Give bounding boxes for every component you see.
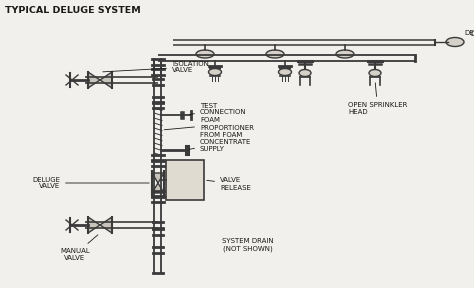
Text: ISOLATION
VALVE: ISOLATION VALVE	[103, 60, 209, 73]
Ellipse shape	[446, 37, 464, 46]
Ellipse shape	[279, 69, 292, 75]
Polygon shape	[152, 173, 164, 183]
Text: OPEN SPRINKLER
HEAD: OPEN SPRINKLER HEAD	[348, 83, 407, 115]
Text: FOAM
PROPORTIONER: FOAM PROPORTIONER	[164, 118, 254, 130]
Text: VALVE
RELEASE: VALVE RELEASE	[207, 177, 251, 190]
Polygon shape	[100, 72, 112, 88]
Polygon shape	[100, 217, 112, 233]
Ellipse shape	[266, 50, 284, 58]
Text: FROM FOAM
CONCENTRATE
SUPPLY: FROM FOAM CONCENTRATE SUPPLY	[189, 132, 251, 152]
Text: SYSTEM DRAIN
(NOT SHOWN): SYSTEM DRAIN (NOT SHOWN)	[222, 238, 274, 251]
Text: TEST
CONNECTION: TEST CONNECTION	[189, 103, 246, 115]
Ellipse shape	[196, 50, 214, 58]
Ellipse shape	[336, 50, 354, 58]
Bar	[166, 160, 204, 200]
Ellipse shape	[369, 69, 381, 77]
Text: MANUAL
VALVE: MANUAL VALVE	[60, 235, 98, 261]
Polygon shape	[88, 217, 100, 233]
Text: DETECTOR: DETECTOR	[464, 30, 474, 36]
Text: DETECTOR: DETECTOR	[466, 31, 474, 41]
Polygon shape	[88, 72, 100, 88]
Ellipse shape	[299, 69, 311, 77]
Ellipse shape	[209, 69, 221, 75]
Polygon shape	[152, 183, 164, 193]
Text: TYPICAL DELUGE SYSTEM: TYPICAL DELUGE SYSTEM	[5, 6, 141, 15]
Text: DELUGE
VALVE: DELUGE VALVE	[32, 177, 149, 190]
